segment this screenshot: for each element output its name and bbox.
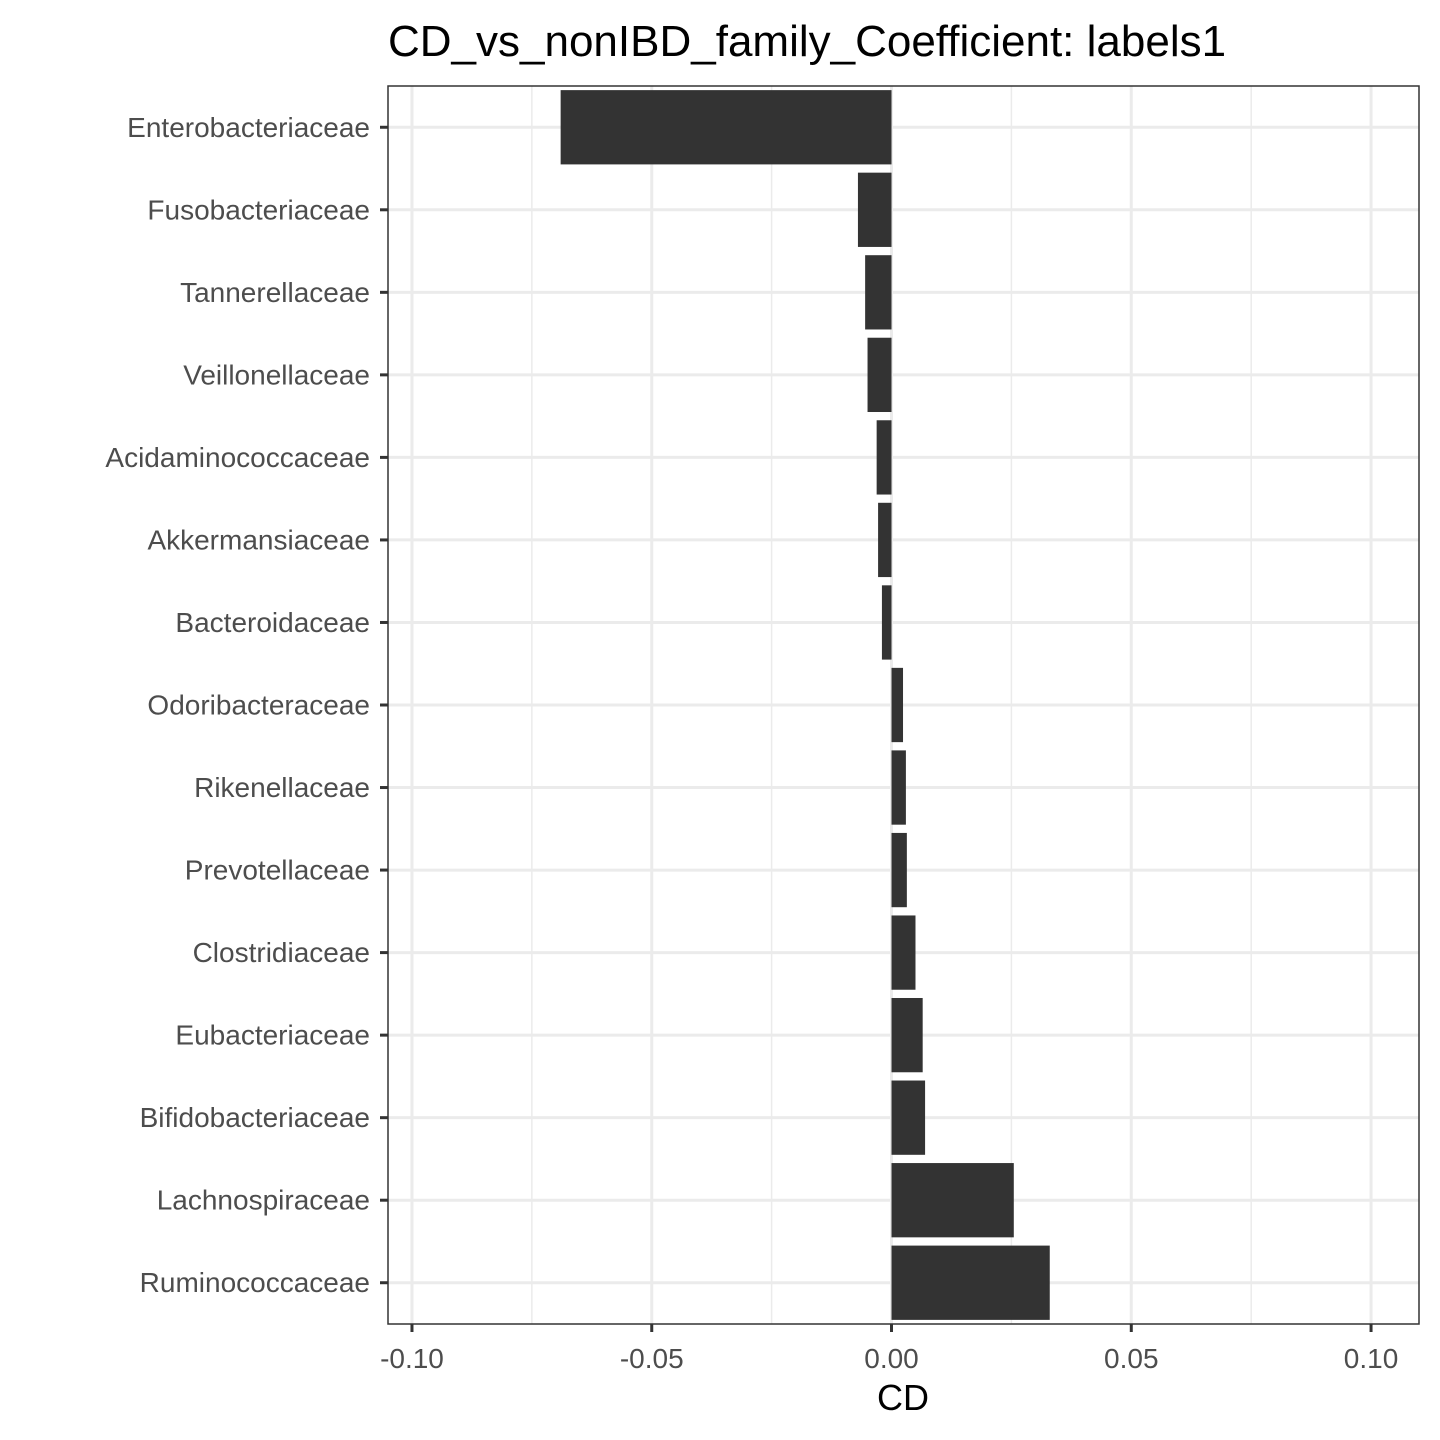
bar	[857, 172, 892, 247]
x-axis-label: CD	[877, 1377, 929, 1418]
chart-title: CD_vs_nonIBD_family_Coefficient: labels1	[388, 17, 1226, 66]
x-tick-label: 0.10	[1344, 1343, 1399, 1374]
bar	[891, 1163, 1014, 1238]
bars	[560, 90, 1050, 1320]
x-tick-label: -0.10	[380, 1343, 444, 1374]
y-tick-label: Rikenellaceae	[194, 772, 370, 803]
bar	[891, 1245, 1050, 1320]
y-tick-label: Enterobacteriaceae	[127, 112, 370, 143]
y-tick-label: Clostridiaceae	[193, 937, 370, 968]
x-tick-label: -0.05	[620, 1343, 684, 1374]
x-axis: -0.10 -0.05 0.00 0.05 0.10	[380, 1324, 1398, 1374]
bar	[560, 90, 892, 165]
y-tick-label: Prevotellaceae	[185, 855, 370, 886]
bar	[891, 750, 906, 825]
y-tick-label: Odoribacteraceae	[147, 690, 370, 721]
y-tick-label: Fusobacteriaceae	[147, 194, 370, 225]
y-tick-label: Bifidobacteriaceae	[140, 1102, 370, 1133]
bar	[891, 997, 923, 1073]
x-tick-label: 0.00	[864, 1343, 919, 1374]
bar	[878, 502, 892, 578]
bar	[891, 915, 916, 990]
bar	[865, 255, 892, 330]
bar	[891, 667, 904, 743]
y-axis: Enterobacteriaceae Fusobacteriaceae Tanner…	[105, 112, 388, 1298]
bar	[891, 1080, 926, 1155]
y-tick-label: Akkermansiaceae	[147, 524, 370, 555]
y-tick-label: Lachnospiraceae	[157, 1185, 370, 1216]
bar	[881, 585, 892, 660]
bar	[867, 337, 892, 413]
y-tick-label: Eubacteriaceae	[175, 1020, 370, 1051]
y-tick-label: Ruminococcaceae	[140, 1267, 370, 1298]
y-tick-label: Bacteroidaceae	[175, 607, 370, 638]
y-tick-label: Tannerellaceae	[180, 277, 370, 308]
bar	[876, 420, 892, 495]
y-tick-label: Acidaminococcaceae	[105, 442, 370, 473]
y-tick-label: Veillonellaceae	[183, 359, 370, 390]
x-tick-label: 0.05	[1104, 1343, 1159, 1374]
bar	[891, 832, 907, 908]
